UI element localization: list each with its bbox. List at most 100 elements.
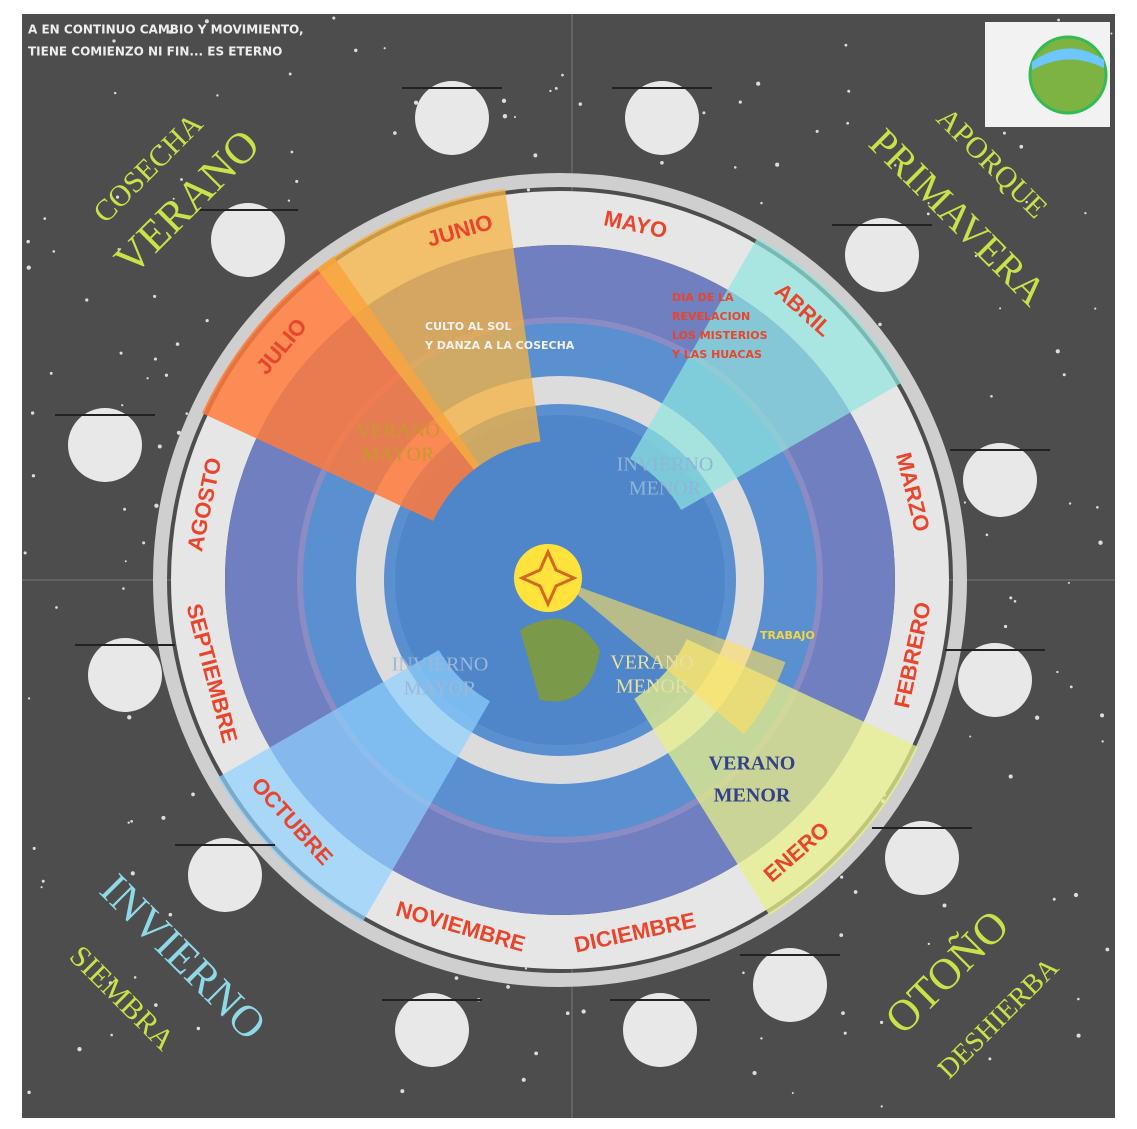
caption: DIA DE LA xyxy=(672,291,734,304)
star xyxy=(130,871,135,876)
star xyxy=(1057,18,1060,22)
star xyxy=(561,73,564,77)
star xyxy=(113,91,117,95)
star xyxy=(393,131,397,135)
star xyxy=(999,307,1002,310)
sun xyxy=(514,544,582,612)
star xyxy=(108,981,113,985)
star xyxy=(180,178,183,181)
star xyxy=(1096,506,1099,509)
inner-labels: VERANO MAYOR INVIERNO MENOR INVIERNO MAY… xyxy=(356,420,795,807)
star xyxy=(400,1089,405,1094)
star xyxy=(168,912,173,917)
star xyxy=(290,150,294,154)
star xyxy=(524,967,528,970)
month-ring xyxy=(171,191,949,969)
moon xyxy=(88,638,162,712)
inner-label: VERANO xyxy=(709,753,796,775)
moon xyxy=(415,81,489,155)
star xyxy=(23,551,27,555)
star xyxy=(26,265,31,270)
star xyxy=(1008,774,1013,779)
caption: LOS MISTERIOS xyxy=(672,329,768,342)
season-wedge xyxy=(630,237,903,510)
star xyxy=(534,1051,539,1056)
star xyxy=(501,98,507,104)
star xyxy=(752,1070,757,1076)
star xyxy=(840,875,844,879)
moon xyxy=(885,821,959,895)
star xyxy=(154,503,159,508)
inner-label: MENOR xyxy=(629,478,702,500)
star xyxy=(1068,502,1072,505)
star xyxy=(1110,32,1113,35)
star xyxy=(124,560,127,563)
star xyxy=(49,371,53,375)
star xyxy=(1067,581,1070,584)
star xyxy=(942,903,947,908)
star xyxy=(926,212,930,216)
inner-label: MENOR xyxy=(714,785,791,807)
star xyxy=(756,81,761,86)
star xyxy=(760,201,763,205)
star xyxy=(121,404,124,407)
decoration xyxy=(22,14,1115,1118)
star xyxy=(734,166,737,169)
star xyxy=(157,444,162,449)
star xyxy=(176,430,182,435)
star xyxy=(1094,307,1097,310)
logo-globe xyxy=(1028,35,1108,115)
star xyxy=(879,1020,884,1025)
star xyxy=(127,821,130,824)
star xyxy=(454,976,459,980)
star xyxy=(702,111,706,115)
star xyxy=(287,199,291,202)
moon xyxy=(395,993,469,1067)
star xyxy=(32,846,36,850)
star xyxy=(521,1077,526,1082)
star xyxy=(27,697,31,700)
star xyxy=(1056,670,1059,674)
star xyxy=(133,976,137,979)
season-wedge xyxy=(217,650,490,923)
star xyxy=(565,1011,570,1016)
star xyxy=(175,342,180,346)
star xyxy=(1105,947,1110,952)
star xyxy=(526,188,531,192)
star xyxy=(985,533,989,537)
star xyxy=(839,933,844,937)
star xyxy=(158,145,161,149)
star xyxy=(1098,540,1103,545)
star xyxy=(506,985,510,989)
star xyxy=(1013,600,1017,603)
star xyxy=(130,820,133,823)
star xyxy=(1077,997,1080,1001)
star xyxy=(1062,373,1066,377)
star xyxy=(513,115,517,119)
outer-ring xyxy=(153,173,967,987)
caption: Y LAS HUACAS xyxy=(671,348,762,361)
star xyxy=(843,1031,847,1035)
star xyxy=(1019,144,1024,149)
star xyxy=(988,1057,992,1061)
chakana xyxy=(518,548,578,608)
star xyxy=(123,507,127,511)
star xyxy=(288,72,292,76)
star xyxy=(154,1003,158,1007)
star xyxy=(760,1037,763,1040)
season-wedge xyxy=(202,256,480,521)
star xyxy=(112,39,116,43)
moon xyxy=(845,218,919,292)
star xyxy=(1101,740,1104,743)
star xyxy=(295,179,299,183)
star xyxy=(963,501,967,504)
star xyxy=(846,121,850,125)
star xyxy=(990,394,993,398)
star xyxy=(738,100,742,104)
star xyxy=(927,202,930,205)
star xyxy=(117,247,120,251)
star xyxy=(146,377,149,380)
star xyxy=(847,89,851,93)
star xyxy=(1069,685,1073,689)
